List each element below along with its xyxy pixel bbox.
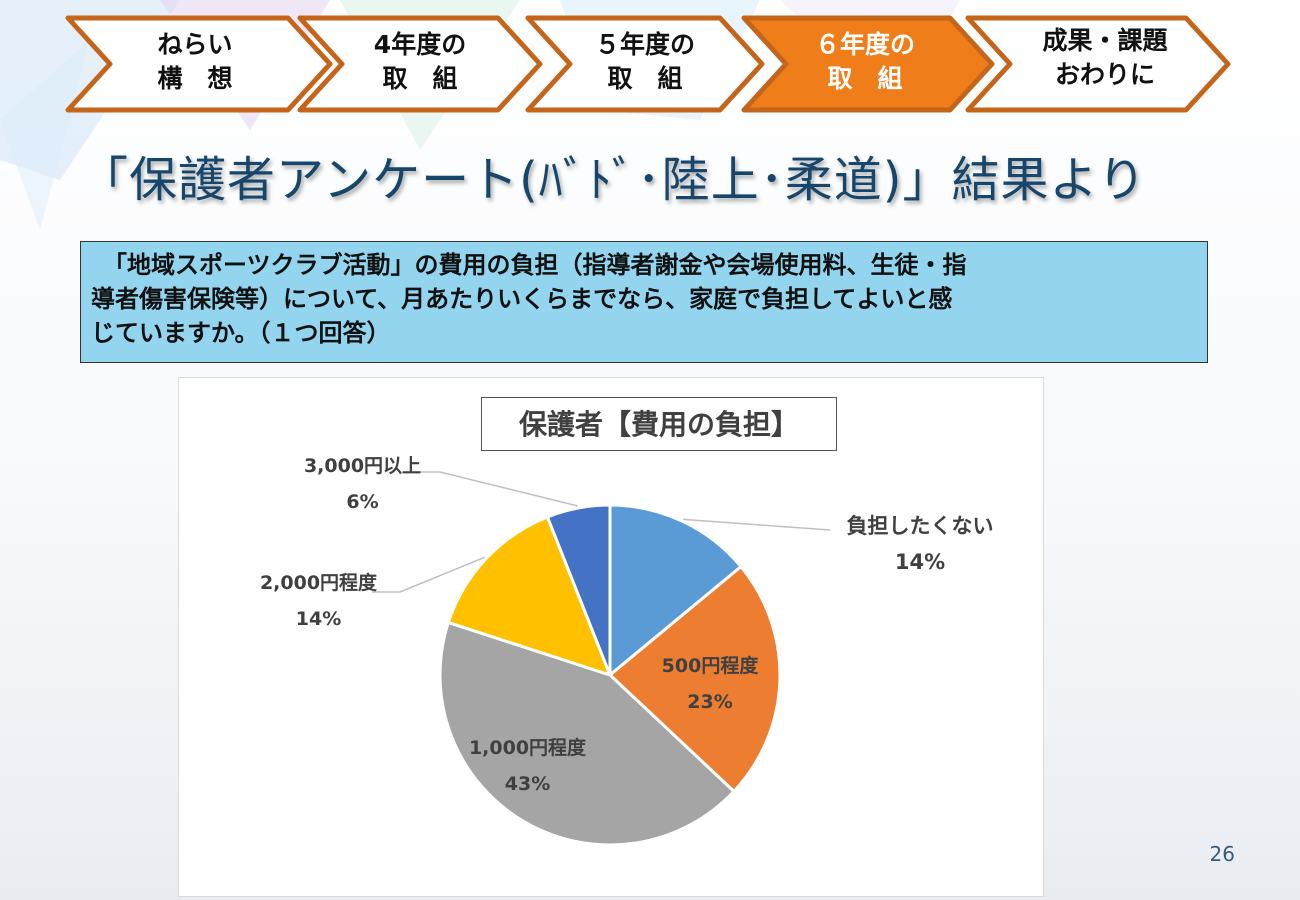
step-chevron-3 [525,15,765,113]
step-3-line2: 取 組 [607,64,683,93]
slice-label-2000yen-name: 2,000円程度 [259,572,378,594]
step-2-line1: 4年度の [373,30,467,59]
step-chevron-5 [965,15,1231,113]
step-chevron-4-active [741,15,995,113]
step-5-line1: 成果・課題 [1042,26,1168,55]
step-navigation [65,15,1231,113]
slice-label-500yen: 500円程度 23% [650,648,770,720]
slice-label-no-burden-percent: 14% [894,550,946,574]
step-chevron-1 [65,15,333,113]
leader-lines [372,471,831,593]
leader-line-3000yen [420,471,578,507]
chart-title: 保護者【費用の負担】 [481,397,837,451]
slice-label-1000yen: 1,000円程度 43% [455,730,600,802]
page-title: 「保護者アンケート(ﾊﾞﾄﾞ･陸上･柔道)」結果より [80,152,1147,208]
slice-label-1000yen-name: 1,000円程度 [468,737,587,759]
step-3-line1: ５年度の [594,30,695,59]
question-line-3: じていますか。（１つ回答） [91,319,391,347]
step-1-line1: ねらい [157,30,233,59]
question-line-2: 導者傷害保険等）について、月あたりいくらまでなら、家庭で負担してよいと感 [91,285,953,313]
step-4-label: ６年度の 取 組 [790,28,940,96]
pie-slice-1000yen [438,620,736,847]
question-line-1: 「地域スポーツクラブ活動」の費用の負担（指導者謝金や会場使用料、生徒・指 [103,251,967,279]
pie-slice-no-burden [608,503,743,677]
step-1-line2: 構 想 [157,64,233,93]
step-5-label: 成果・課題 おわりに [1015,24,1195,92]
page-number: 26 [1209,842,1235,866]
pie-slice-500yen [608,565,782,793]
pie-slice-2000yen [446,515,612,677]
step-1-label: ねらい 構 想 [120,28,270,96]
pie-slice-3000yen [545,503,612,677]
step-2-label: 4年度の 取 組 [345,28,495,96]
step-4-line2: 取 組 [827,64,903,93]
slice-label-3000yen: 3,000円以上 6% [290,448,435,520]
step-3-label: ５年度の 取 組 [570,28,720,96]
slice-label-no-burden: 負担したくない 14% [825,508,1015,580]
survey-question: 「地域スポーツクラブ活動」の費用の負担（指導者謝金や会場使用料、生徒・指 導者傷… [80,241,1208,363]
step-chevron-2 [297,15,543,113]
step-5-line2: おわりに [1054,60,1155,89]
slice-label-500yen-percent: 23% [687,691,733,713]
slice-label-no-burden-name: 負担したくない [846,514,994,538]
pie-slices [438,503,782,847]
step-4-line1: ６年度の [814,30,915,59]
slice-label-500yen-name: 500円程度 [661,655,759,677]
slice-label-2000yen: 2,000円程度 14% [246,565,391,637]
slice-label-3000yen-name: 3,000円以上 [303,455,422,477]
slice-label-3000yen-percent: 6% [346,491,379,513]
slice-label-2000yen-percent: 14% [295,608,342,630]
leader-line-no-burden [683,518,831,531]
leader-line-2000yen [372,556,485,593]
step-2-line2: 取 組 [382,64,458,93]
slice-label-1000yen-percent: 43% [504,773,551,795]
